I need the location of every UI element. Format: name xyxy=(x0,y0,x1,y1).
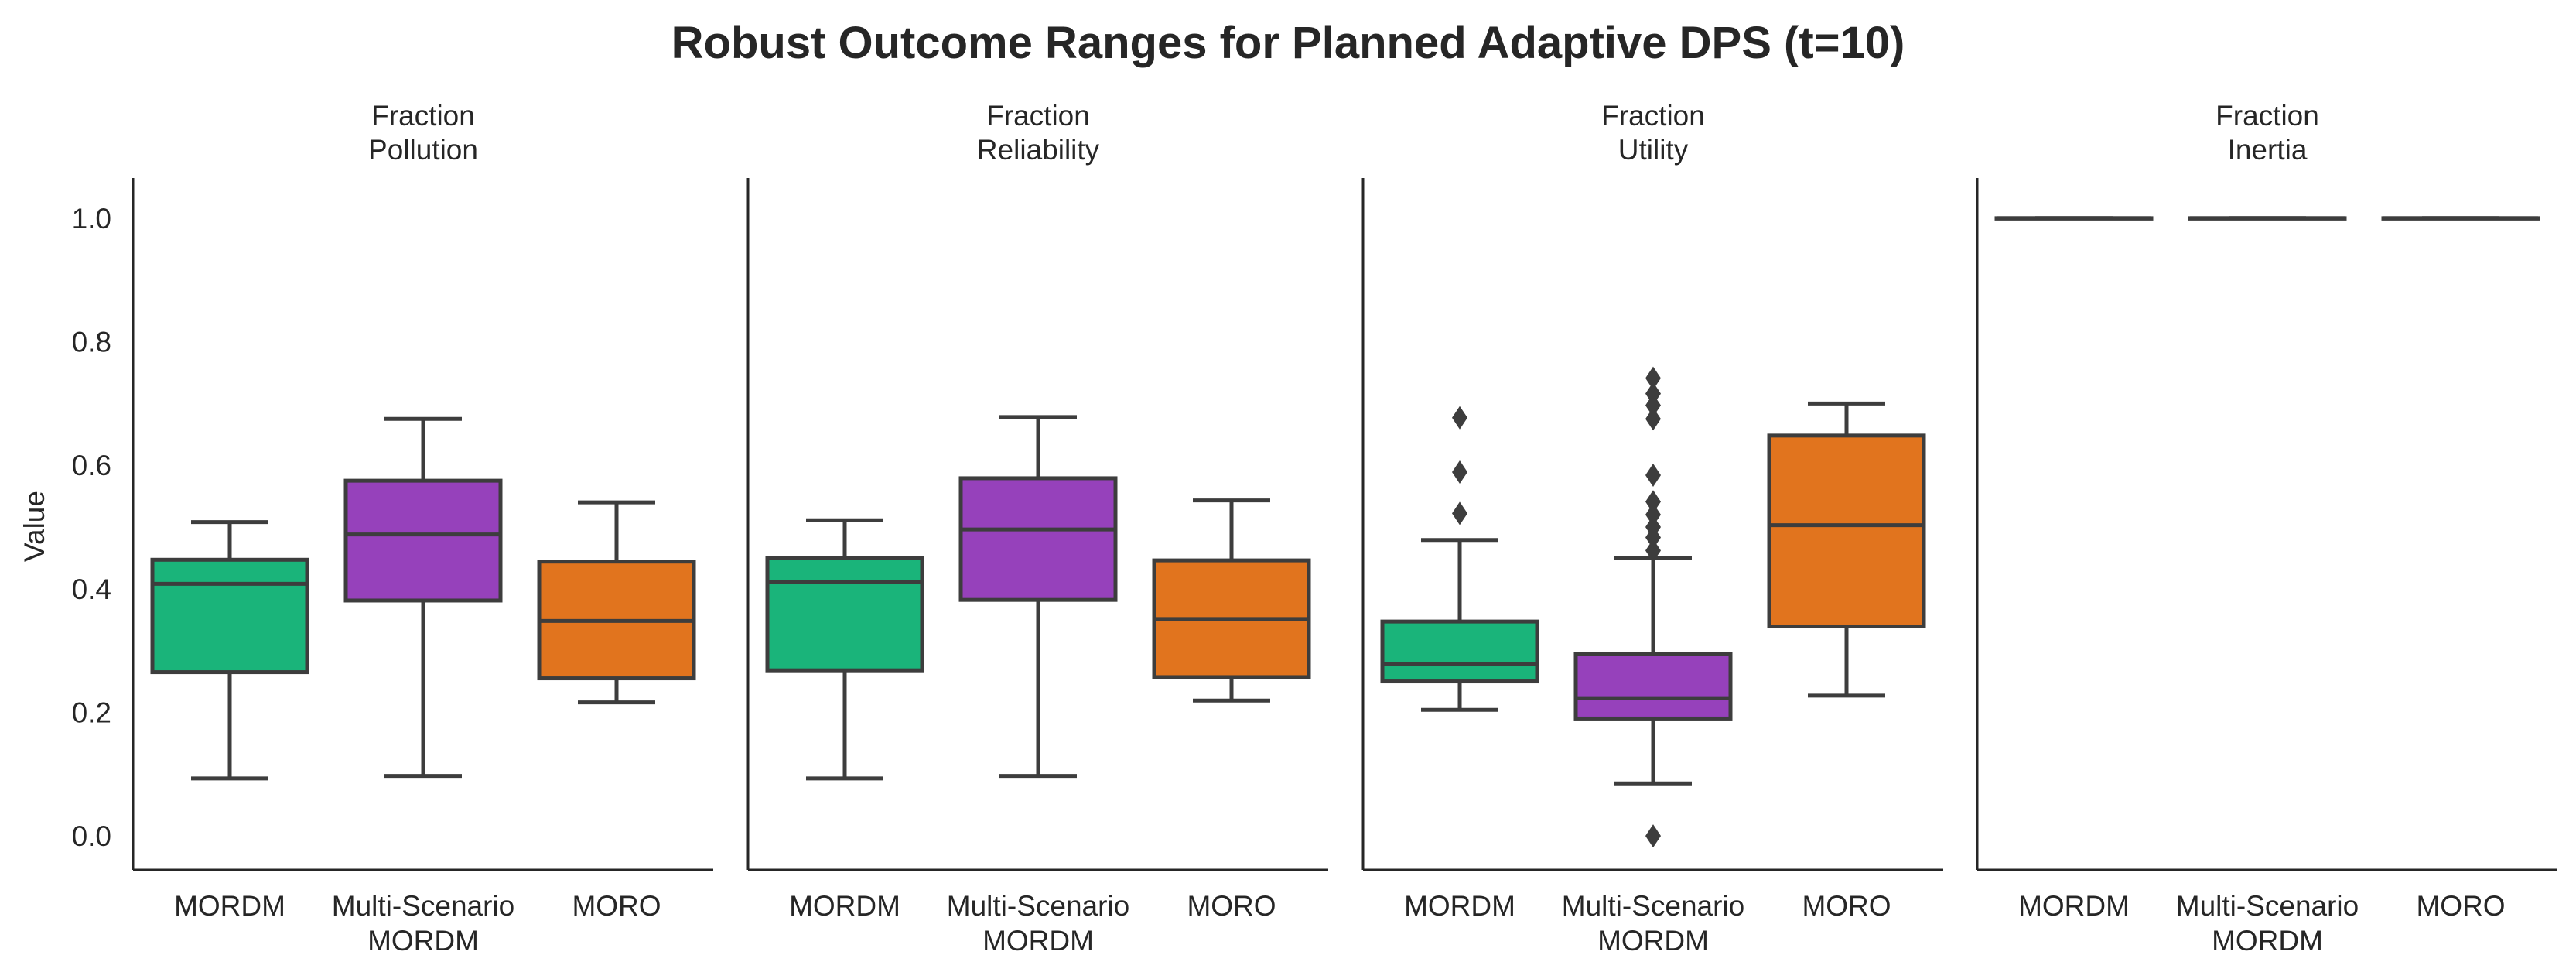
outlier-point xyxy=(1645,824,1661,848)
y-tick-label: 0.2 xyxy=(72,697,111,728)
y-tick-label: 0.4 xyxy=(72,573,111,605)
outlier-point xyxy=(1645,515,1661,539)
x-tick-label-line2: MORDM xyxy=(982,925,1094,957)
x-tick-label: MORDM xyxy=(174,890,285,922)
panel-title-line2: Pollution xyxy=(368,134,478,166)
box-body xyxy=(958,476,1118,602)
y-tick-label: 0.0 xyxy=(72,820,111,852)
x-tick-label-line2: MORDM xyxy=(2212,925,2323,957)
panel-title-line2: Utility xyxy=(1618,134,1689,166)
chart-title: Robust Outcome Ranges for Planned Adapti… xyxy=(671,18,1905,68)
box-3 xyxy=(537,500,696,705)
box-3 xyxy=(2381,216,2540,221)
x-tick-label: MORO xyxy=(2416,890,2505,922)
x-tick-label: MORO xyxy=(572,890,661,922)
outlier-point xyxy=(1645,382,1661,406)
y-tick-label: 1.0 xyxy=(72,203,111,234)
y-tick-label: 0.8 xyxy=(72,327,111,358)
x-tick-label: MORO xyxy=(1802,890,1891,922)
x-tick-label: MORO xyxy=(1187,890,1276,922)
x-tick-label: Multi-Scenario xyxy=(947,890,1129,922)
box-2 xyxy=(958,415,1118,779)
outlier-point xyxy=(1645,503,1661,527)
panel-title-line1: Fraction xyxy=(1601,100,1705,132)
outlier-point xyxy=(1645,407,1661,431)
outlier-point xyxy=(1452,501,1467,525)
outlier-point xyxy=(1645,393,1661,417)
box-body xyxy=(150,557,309,675)
panel-title-line1: Fraction xyxy=(2216,100,2319,132)
x-tick-label-line2: MORDM xyxy=(367,925,479,957)
panel-title-line1: Fraction xyxy=(371,100,475,132)
box-body xyxy=(343,478,503,603)
x-tick-label-line2: MORDM xyxy=(1597,925,1709,957)
box-1 xyxy=(1994,216,2154,221)
box-1 xyxy=(150,520,309,781)
panel-title-line2: Inertia xyxy=(2228,134,2308,166)
panel-title-line2: Reliability xyxy=(977,134,1100,166)
x-tick-label: Multi-Scenario xyxy=(332,890,514,922)
outlier-point xyxy=(1645,539,1661,563)
y-tick-label: 0.6 xyxy=(72,450,111,481)
box-1 xyxy=(1380,406,1539,712)
x-tick-label: Multi-Scenario xyxy=(1562,890,1744,922)
box-2 xyxy=(343,416,503,779)
outlier-point xyxy=(1645,490,1661,514)
box-body xyxy=(1767,433,1926,629)
box-body xyxy=(1380,619,1539,684)
panels: FractionPollution0.00.20.40.60.81.0MORDM… xyxy=(72,100,2557,957)
x-tick-label: Multi-Scenario xyxy=(2176,890,2359,922)
x-tick-label: MORDM xyxy=(2018,890,2130,922)
box-1 xyxy=(765,518,924,781)
box-body xyxy=(1573,652,1733,721)
box-2 xyxy=(2188,216,2347,221)
x-tick-label: MORDM xyxy=(789,890,900,922)
outlier-point xyxy=(1645,463,1661,487)
y-axis-label: Value xyxy=(19,491,50,562)
box-2 xyxy=(1573,366,1733,848)
box-3 xyxy=(1152,498,1311,703)
outlier-point xyxy=(1452,460,1467,484)
box-body xyxy=(765,556,924,673)
box-3 xyxy=(1767,401,1926,698)
panel-title-line1: Fraction xyxy=(986,100,1090,132)
outlier-point xyxy=(1452,406,1467,430)
outlier-point xyxy=(1645,366,1661,390)
x-tick-label: MORDM xyxy=(1404,890,1515,922)
